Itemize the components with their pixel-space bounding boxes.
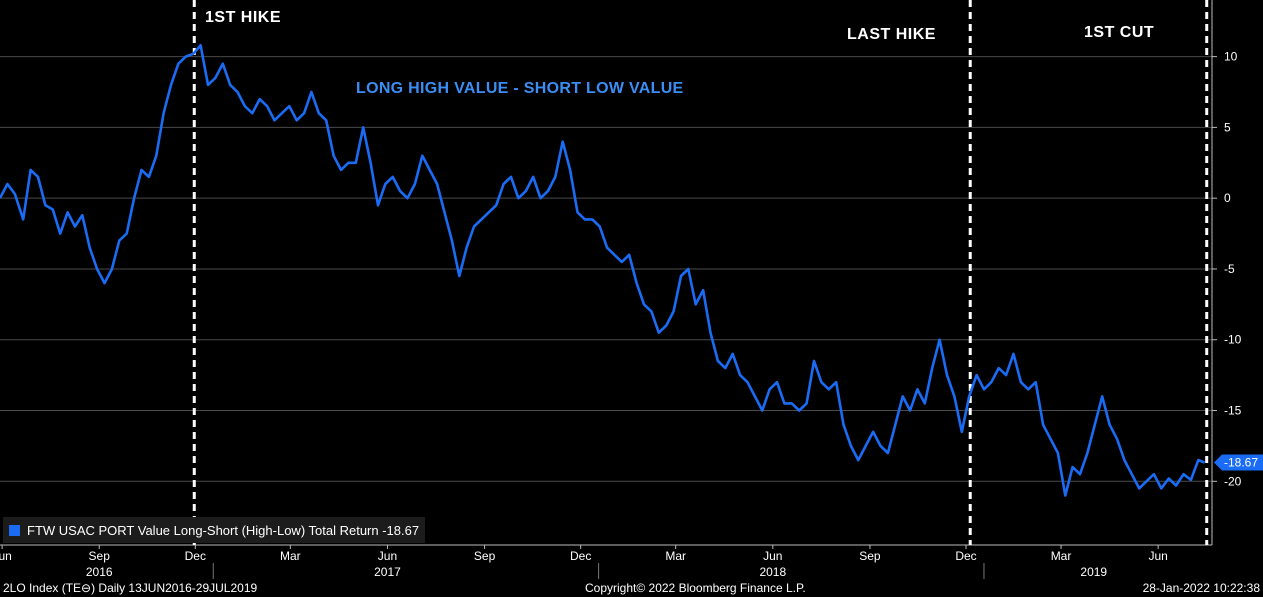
- x-year-label: 2018: [759, 565, 786, 579]
- x-tick-label: Mar: [280, 549, 301, 563]
- y-tick-label: -20: [1224, 474, 1242, 488]
- first-hike-label: 1ST HIKE: [205, 9, 282, 26]
- x-tick-label: Dec: [570, 549, 591, 563]
- last-hike-label: LAST HIKE: [847, 26, 936, 43]
- legend-text: FTW USAC PORT Value Long-Short (High-Low…: [27, 522, 420, 538]
- series-line: [0, 44, 1206, 497]
- x-tick-label: Sep: [859, 549, 881, 563]
- y-tick-label: 5: [1224, 120, 1231, 134]
- x-tick-label: Jun: [1148, 549, 1167, 563]
- footer-timestamp: 28-Jan-2022 10:22:38: [1142, 581, 1260, 595]
- footer-copyright: Copyright© 2022 Bloomberg Finance L.P.: [585, 581, 806, 595]
- x-tick-label: Dec: [185, 549, 206, 563]
- last-value-label: -18.67: [1224, 455, 1258, 469]
- legend-swatch: [9, 524, 20, 536]
- y-tick-label: -5: [1224, 262, 1235, 276]
- x-year-label: 2019: [1080, 565, 1107, 579]
- x-tick-label: Mar: [1051, 549, 1072, 563]
- y-tick-label: 0: [1224, 191, 1231, 205]
- x-tick-label: Dec: [955, 549, 976, 563]
- x-year-label: 2016: [86, 565, 113, 579]
- y-tick-label: 10: [1224, 50, 1238, 64]
- x-year-label: 2017: [374, 565, 401, 579]
- x-tick-label: Jun: [0, 549, 12, 563]
- x-tick-label: Jun: [763, 549, 782, 563]
- legend: FTW USAC PORT Value Long-Short (High-Low…: [3, 517, 426, 543]
- x-tick-label: Sep: [89, 549, 111, 563]
- y-tick-label: -15: [1224, 404, 1242, 418]
- footer-index-info: 2LO Index (TE⊖) Daily 13JUN2016-29JUL201…: [3, 581, 258, 595]
- last-value-tag: [1214, 454, 1263, 471]
- x-tick-label: Jun: [378, 549, 397, 563]
- x-tick-label: Mar: [665, 549, 686, 563]
- chart-subtitle: LONG HIGH VALUE - SHORT LOW VALUE: [356, 80, 684, 97]
- y-tick-label: -10: [1224, 333, 1242, 347]
- first-cut-label: 1ST CUT: [1084, 24, 1155, 41]
- x-tick-label: Sep: [474, 549, 496, 563]
